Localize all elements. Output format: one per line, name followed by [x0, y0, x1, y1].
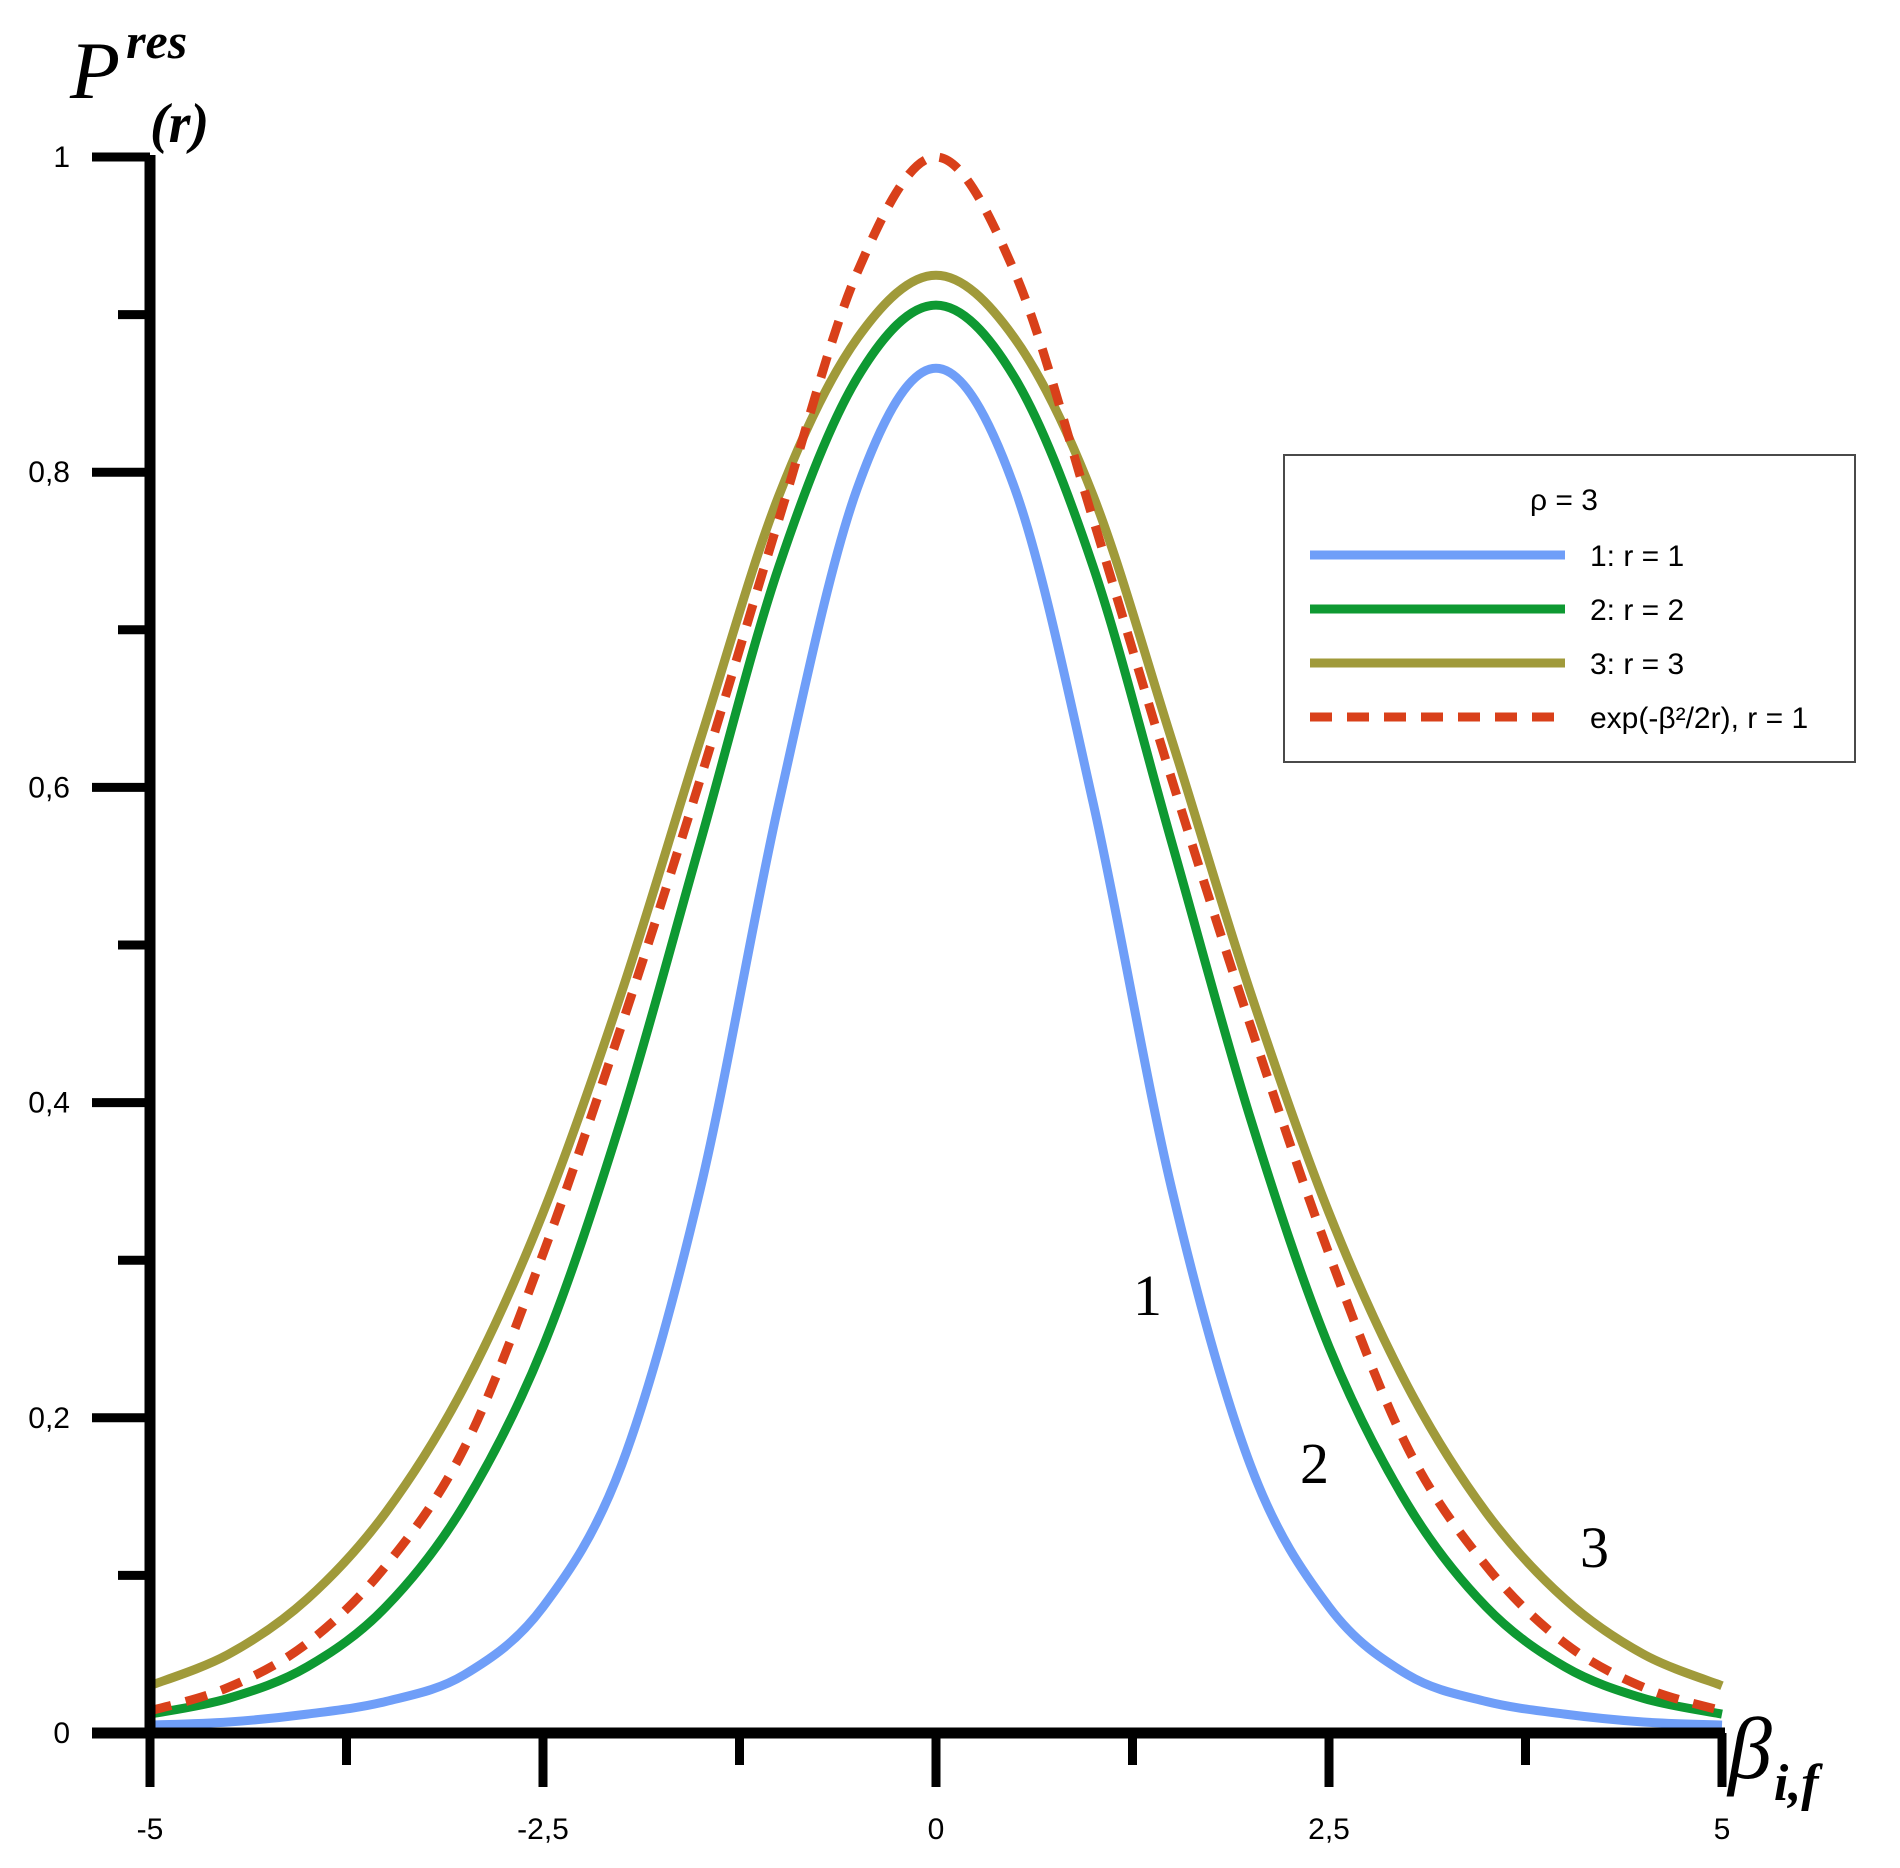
x-tick-label-4: 5 — [1714, 1813, 1731, 1846]
tick-labels-layer: 0 0,2 0,4 0,6 0,8 1 -5 -2,5 0 2,5 5 — [28, 141, 1730, 1846]
x-axis-title-sub: i,f — [1774, 1755, 1823, 1812]
y-tick-label-2: 0,4 — [28, 1087, 70, 1120]
legend-entries: 1: r = 1 2: r = 2 3: r = 3 exp(-β²/2r), r =… — [1310, 540, 1808, 735]
y-tick-label-0: 0 — [53, 1717, 70, 1750]
y-axis-title-sup: res — [126, 13, 187, 69]
curve-label-3: 3 — [1580, 1515, 1609, 1580]
ticks-layer — [92, 152, 1727, 1787]
series-line-1 — [149, 363, 1723, 1730]
y-tick-label-1: 0,2 — [28, 1402, 70, 1435]
y-axis-title-sub: (r) — [150, 93, 209, 155]
series-line-4 — [148, 152, 1724, 1716]
y-tick-label-5: 1 — [53, 141, 70, 174]
x-tick-label-1: -2,5 — [517, 1813, 569, 1846]
curves-layer — [148, 152, 1724, 1730]
curve-label-2: 2 — [1300, 1431, 1329, 1496]
x-axis-title-main: β — [1726, 1701, 1772, 1798]
series-line-3 — [148, 270, 1724, 1690]
series-line-2 — [149, 300, 1723, 1719]
x-tick-label-0: -5 — [137, 1813, 164, 1846]
legend-entry-3: 3: r = 3 — [1590, 648, 1684, 681]
legend-entry-1: 1: r = 1 — [1590, 540, 1684, 573]
curve-label-1: 1 — [1133, 1263, 1162, 1328]
legend: ρ = 3 1: r = 1 2: r = 2 3: r = 3 exp(-β²/2r… — [1283, 454, 1856, 763]
x-tick-label-2: 0 — [928, 1813, 945, 1846]
x-axis-title: βi,f — [1726, 1701, 1823, 1812]
x-tick-label-3: 2,5 — [1308, 1813, 1350, 1846]
y-tick-label-3: 0,6 — [28, 771, 70, 804]
y-tick-label-4: 0,8 — [28, 456, 70, 489]
y-axis-title-main: P — [69, 25, 120, 116]
legend-title: ρ = 3 — [1530, 484, 1598, 517]
legend-entry-2: 2: r = 2 — [1590, 594, 1684, 627]
legend-entry-4: exp(-β²/2r), r = 1 — [1590, 702, 1808, 735]
